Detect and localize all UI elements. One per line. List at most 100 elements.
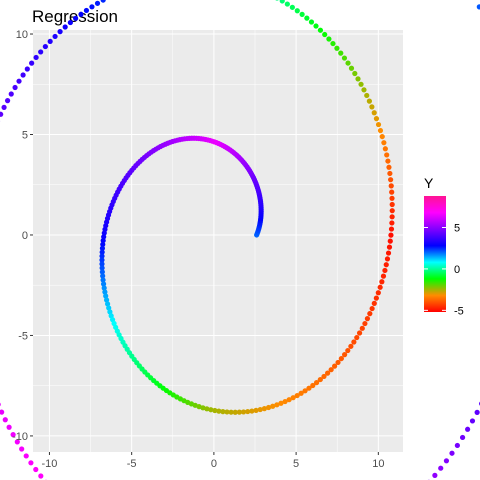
data-point <box>359 325 365 331</box>
data-point <box>99 269 105 275</box>
data-point <box>386 244 393 250</box>
data-point <box>387 238 393 244</box>
data-point <box>306 385 312 391</box>
data-point <box>89 4 95 10</box>
data-point <box>294 8 300 14</box>
x-tick-label: 5 <box>293 458 299 470</box>
y-tick-label: 0 <box>22 230 28 242</box>
legend-title: Y <box>424 175 434 191</box>
data-point <box>100 281 107 287</box>
data-point <box>94 0 101 6</box>
data-point <box>476 4 480 10</box>
data-point <box>19 446 25 452</box>
data-point <box>389 208 395 214</box>
data-point <box>20 72 26 78</box>
y-tick-label: -5 <box>18 330 28 342</box>
data-point <box>78 11 84 17</box>
data-point <box>351 339 357 345</box>
data-point <box>83 7 90 14</box>
data-point <box>389 189 395 195</box>
data-point <box>322 31 328 38</box>
data-point <box>386 164 392 170</box>
data-point <box>290 395 296 401</box>
data-point <box>348 343 354 349</box>
data-point <box>270 403 276 409</box>
data-point <box>274 402 280 408</box>
data-point <box>8 91 14 97</box>
data-point <box>313 380 320 386</box>
data-point <box>469 418 476 424</box>
data-point <box>101 234 107 240</box>
data-point <box>369 104 375 110</box>
data-point <box>208 407 214 413</box>
data-point <box>100 237 106 244</box>
grid-lines <box>33 30 403 452</box>
data-point <box>375 121 382 128</box>
legend: Y -5 0 5 <box>424 175 464 317</box>
y-tick-label: 10 <box>16 29 28 41</box>
data-point <box>100 273 106 279</box>
x-tick-label: 10 <box>372 458 384 470</box>
y-tick-label: -10 <box>12 431 28 443</box>
data-point <box>103 293 109 299</box>
data-point <box>289 4 295 10</box>
data-point <box>338 50 344 56</box>
data-point <box>335 359 341 366</box>
data-point <box>310 382 316 389</box>
data-point <box>387 170 393 177</box>
data-point <box>361 87 367 93</box>
data-point <box>377 284 383 290</box>
data-point <box>389 220 395 226</box>
colorbar-label: -5 <box>454 305 464 317</box>
x-tick-label: -5 <box>127 458 137 470</box>
data-point <box>373 295 379 301</box>
data-point <box>474 409 480 415</box>
data-point <box>47 38 53 45</box>
data-point <box>379 279 385 285</box>
data-point <box>0 111 4 117</box>
data-point <box>6 424 12 430</box>
data-point <box>0 409 5 415</box>
colorbar-ticks: -5 0 5 <box>424 222 464 317</box>
data-point <box>382 267 388 274</box>
data-point <box>257 406 263 413</box>
data-point <box>33 466 39 473</box>
data-point <box>62 24 68 30</box>
data-point <box>232 409 238 415</box>
data-point <box>388 183 394 189</box>
data-point <box>332 363 338 369</box>
data-point <box>99 249 105 255</box>
data-point <box>388 232 394 238</box>
data-point <box>284 1 290 7</box>
data-point <box>389 195 395 201</box>
data-point <box>449 450 455 456</box>
data-point <box>1 104 7 110</box>
data-point <box>465 426 471 432</box>
x-tick-label: 0 <box>211 458 217 470</box>
data-point <box>454 442 460 449</box>
data-point <box>345 347 351 354</box>
data-point <box>308 19 315 25</box>
data-point <box>317 376 323 383</box>
data-point <box>102 289 108 295</box>
data-point <box>443 458 450 464</box>
data-point <box>348 65 355 71</box>
data-point <box>100 0 106 3</box>
data-point <box>99 253 105 259</box>
data-point <box>338 355 344 362</box>
data-point <box>4 98 11 104</box>
data-point <box>342 352 348 358</box>
data-point <box>367 311 373 317</box>
data-point <box>10 432 16 438</box>
data-point <box>100 241 106 248</box>
data-point <box>364 92 370 99</box>
data-point <box>16 78 22 84</box>
data-point <box>459 434 466 441</box>
data-point <box>278 400 284 406</box>
data-point <box>101 285 107 291</box>
data-point <box>354 334 360 341</box>
data-point <box>375 290 381 296</box>
data-point <box>99 261 105 267</box>
data-point <box>52 33 58 40</box>
